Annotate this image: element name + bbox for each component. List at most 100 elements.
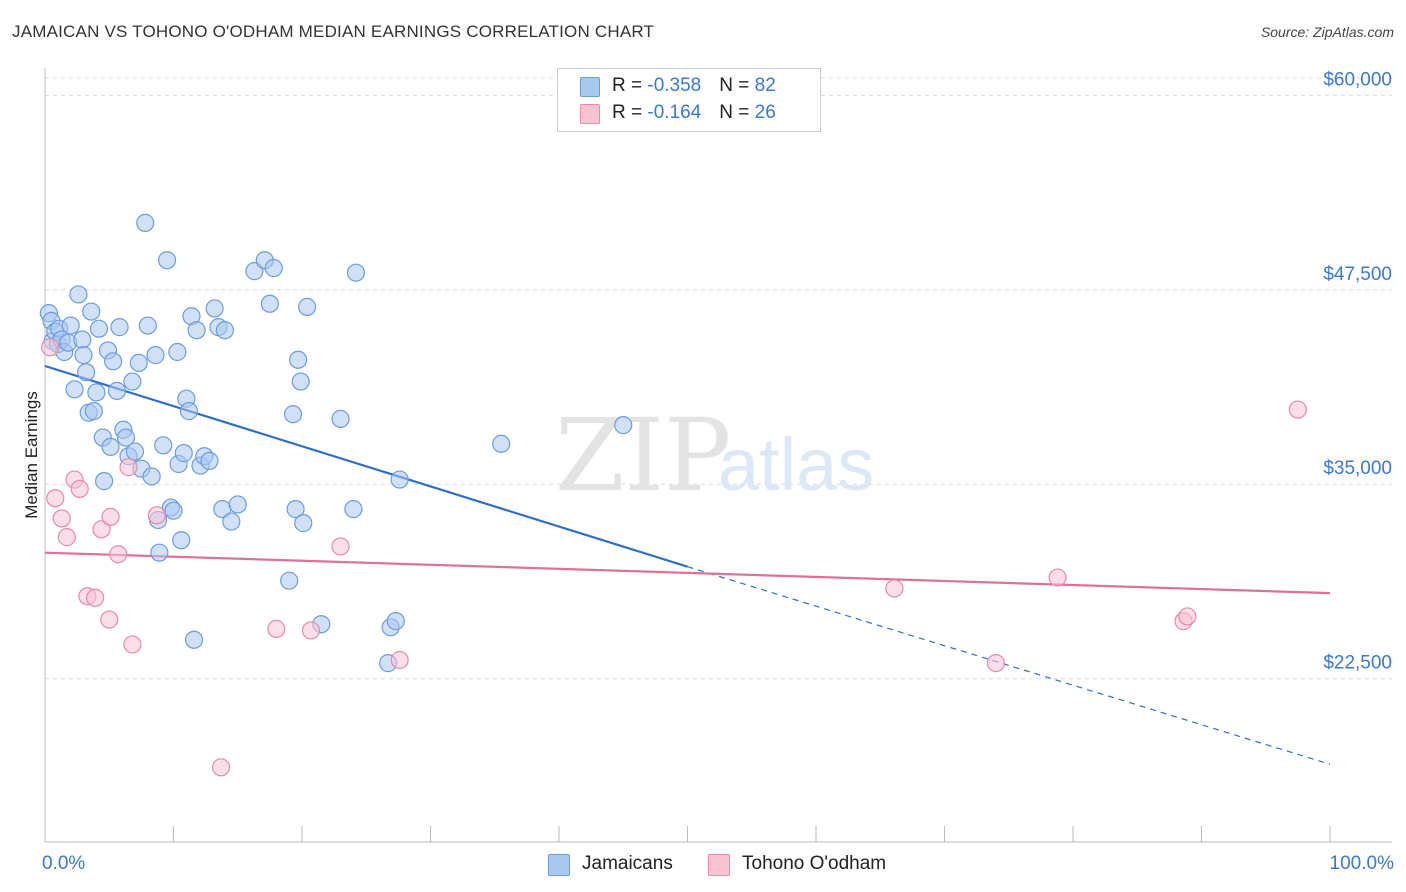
legend-swatch-pink bbox=[580, 104, 600, 124]
point-jamaicans bbox=[331, 409, 350, 428]
point-jamaicans bbox=[138, 316, 157, 335]
point-jamaicans bbox=[77, 363, 96, 382]
point-jamaicans bbox=[344, 500, 363, 519]
point-tohono bbox=[92, 520, 111, 539]
legend-r-label: R = bbox=[612, 75, 648, 96]
y-tick-label: $60,000 bbox=[1323, 69, 1392, 90]
point-tohono bbox=[70, 479, 89, 498]
legend-n-label: N = bbox=[719, 102, 755, 123]
legend-n-value: 82 bbox=[754, 75, 776, 96]
point-jamaicans bbox=[150, 543, 169, 562]
point-jamaicans bbox=[492, 434, 511, 453]
point-jamaicans bbox=[184, 630, 204, 649]
point-jamaicans bbox=[187, 321, 206, 340]
trendline-jamaicans-projection bbox=[687, 566, 1331, 765]
point-jamaicans bbox=[87, 383, 106, 402]
legend-label-tohono: Tohono O'odham bbox=[742, 853, 887, 874]
point-jamaicans bbox=[205, 299, 224, 318]
point-jamaicans bbox=[289, 350, 308, 369]
point-jamaicans bbox=[174, 444, 193, 463]
point-jamaicans bbox=[179, 402, 199, 421]
trendline-tohono bbox=[44, 551, 1331, 595]
point-tohono bbox=[1288, 400, 1307, 419]
point-jamaicans bbox=[142, 467, 161, 486]
correlation-legend: R = -0.358 N = 82 R = -0.164 N = 26 bbox=[557, 68, 821, 132]
watermark-atlas: atlas bbox=[718, 423, 874, 506]
point-tohono bbox=[147, 506, 166, 525]
trendlines bbox=[44, 364, 1331, 765]
point-jamaicans bbox=[116, 428, 136, 447]
point-tohono bbox=[46, 489, 65, 508]
point-tohono bbox=[331, 537, 350, 556]
point-jamaicans bbox=[157, 251, 177, 270]
point-jamaicans bbox=[222, 512, 241, 531]
point-tohono bbox=[986, 654, 1006, 673]
point-tohono bbox=[390, 650, 409, 670]
point-jamaicans bbox=[200, 451, 219, 470]
point-tohono bbox=[101, 507, 120, 526]
point-tohono bbox=[57, 528, 76, 547]
point-jamaicans bbox=[614, 416, 633, 435]
point-jamaicans bbox=[215, 321, 234, 340]
y-tick-label: $47,500 bbox=[1323, 264, 1392, 285]
point-jamaicans bbox=[286, 500, 305, 519]
trendline-jamaicans bbox=[44, 364, 688, 568]
point-jamaicans bbox=[154, 436, 173, 455]
point-jamaicans bbox=[84, 402, 103, 421]
legend-label-jamaicans: Jamaicans bbox=[582, 853, 673, 874]
legend-r-label: R = bbox=[612, 102, 648, 123]
point-tohono bbox=[1048, 568, 1067, 587]
point-jamaicans bbox=[390, 470, 409, 489]
point-jamaicans bbox=[298, 297, 317, 316]
legend-swatch-blue bbox=[548, 854, 570, 876]
point-tohono bbox=[267, 619, 286, 638]
point-jamaicans bbox=[73, 330, 92, 349]
source-label: Source: ZipAtlas.com bbox=[1260, 24, 1394, 40]
point-jamaicans bbox=[82, 302, 101, 321]
point-tohono bbox=[109, 545, 128, 564]
legend-n-value: 26 bbox=[754, 102, 776, 123]
point-jamaicans bbox=[168, 342, 187, 362]
legend-r-value: -0.164 bbox=[647, 102, 702, 123]
point-tohono bbox=[123, 635, 142, 654]
point-jamaicans bbox=[136, 213, 155, 232]
point-jamaicans bbox=[61, 316, 80, 335]
point-jamaicans bbox=[123, 372, 142, 391]
point-jamaicans bbox=[146, 346, 165, 365]
point-jamaicans bbox=[69, 285, 88, 304]
data-points bbox=[39, 213, 1307, 777]
y-tick-label: $35,000 bbox=[1323, 458, 1392, 479]
point-tohono bbox=[1178, 607, 1197, 626]
point-tohono bbox=[52, 509, 71, 528]
point-tohono bbox=[86, 588, 105, 607]
point-jamaicans bbox=[280, 571, 299, 590]
point-jamaicans bbox=[164, 501, 183, 520]
x-tick-label: 0.0% bbox=[42, 853, 85, 874]
point-jamaicans bbox=[294, 514, 313, 533]
legend-swatch-pink bbox=[708, 854, 730, 876]
point-jamaicans bbox=[65, 380, 84, 399]
y-tick-label: $22,500 bbox=[1323, 653, 1392, 674]
point-jamaicans bbox=[346, 263, 366, 282]
point-jamaicans bbox=[101, 437, 120, 456]
point-jamaicans bbox=[291, 372, 310, 391]
axes bbox=[44, 68, 1392, 843]
point-jamaicans bbox=[107, 381, 127, 400]
x-tick-label: 100.0% bbox=[1330, 853, 1395, 874]
point-jamaicans bbox=[260, 294, 279, 313]
point-tohono bbox=[885, 579, 904, 598]
legend-n-label: N = bbox=[719, 75, 755, 96]
point-tohono bbox=[211, 758, 231, 777]
point-jamaicans bbox=[74, 346, 93, 365]
point-jamaicans bbox=[95, 472, 114, 491]
point-jamaicans bbox=[129, 353, 148, 372]
point-tohono bbox=[100, 610, 119, 629]
watermark-zip: ZIP bbox=[555, 397, 731, 514]
point-jamaicans bbox=[172, 531, 191, 550]
point-jamaicans bbox=[228, 495, 247, 514]
point-tohono bbox=[301, 621, 321, 640]
point-tohono bbox=[41, 338, 60, 357]
tick-labels: $22,500 $35,000 $47,500 $60,000 0.0% 100.0% bbox=[42, 69, 1394, 874]
point-jamaicans bbox=[125, 442, 145, 461]
